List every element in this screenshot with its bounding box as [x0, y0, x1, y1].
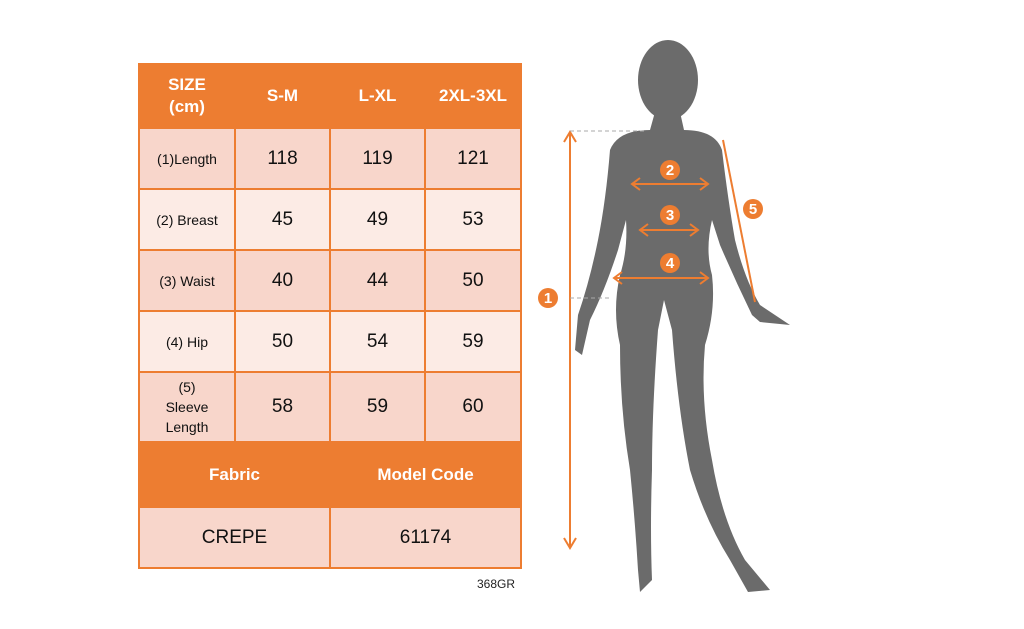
info-row: CREPE 61174 — [138, 506, 522, 569]
cell: 50 — [234, 310, 331, 373]
marker-1: 1 — [538, 288, 558, 308]
measurement-arrows — [563, 130, 756, 550]
cell: 58 — [234, 371, 331, 443]
size-header: SIZE (cm) — [138, 63, 236, 129]
fabric-header: Fabric — [138, 441, 331, 508]
row-label: (2) Breast — [138, 188, 236, 251]
svg-text:1: 1 — [544, 290, 552, 307]
svg-text:2: 2 — [666, 162, 674, 179]
cell: 40 — [234, 249, 331, 312]
row-label: (3) Waist — [138, 249, 236, 312]
cell: 49 — [329, 188, 426, 251]
table-row: (2) Breast 45 49 53 — [138, 188, 522, 251]
table-row: (4) Hip 50 54 59 — [138, 310, 522, 373]
marker-5: 5 — [743, 199, 763, 219]
cell: 59 — [424, 310, 522, 373]
model-code-header: Model Code — [329, 441, 522, 508]
table-row: (3) Waist 40 44 50 — [138, 249, 522, 312]
cell: 50 — [424, 249, 522, 312]
table-row: (5) Sleeve Length 58 59 60 — [138, 371, 522, 443]
marker-3: 3 — [660, 205, 680, 225]
table-header-row: SIZE (cm) S-M L-XL 2XL-3XL — [138, 63, 522, 129]
svg-text:3: 3 — [666, 207, 674, 224]
cell: 121 — [424, 127, 522, 190]
cell: 60 — [424, 371, 522, 443]
size-l-xl-header: L-XL — [329, 63, 426, 129]
info-header-row: Fabric Model Code — [138, 441, 522, 508]
cell: 54 — [329, 310, 426, 373]
cell: 44 — [329, 249, 426, 312]
marker-4: 4 — [660, 253, 680, 273]
cell: 118 — [234, 127, 331, 190]
product-code: 368GR — [477, 577, 516, 591]
cell: 119 — [329, 127, 426, 190]
svg-text:4: 4 — [666, 255, 675, 272]
cell: 45 — [234, 188, 331, 251]
body-measurement-figure: 1 2 3 4 5 — [538, 40, 790, 592]
cell: 53 — [424, 188, 522, 251]
row-label: (1)Length — [138, 127, 236, 190]
model-code-value: 61174 — [329, 506, 522, 569]
cell: 59 — [329, 371, 426, 443]
woman-silhouette — [575, 40, 790, 592]
svg-text:5: 5 — [749, 201, 757, 218]
marker-2: 2 — [660, 160, 680, 180]
row-label: (5) Sleeve Length — [138, 371, 236, 443]
size-2xl-3xl-header: 2XL-3XL — [424, 63, 522, 129]
guide-lines — [570, 130, 645, 299]
fabric-value: CREPE — [138, 506, 331, 569]
table-row: (1)Length 118 119 121 — [138, 127, 522, 190]
size-s-m-header: S-M — [234, 63, 331, 129]
size-chart-table: SIZE (cm) S-M L-XL 2XL-3XL (1)Length 118… — [138, 63, 522, 569]
row-label: (4) Hip — [138, 310, 236, 373]
